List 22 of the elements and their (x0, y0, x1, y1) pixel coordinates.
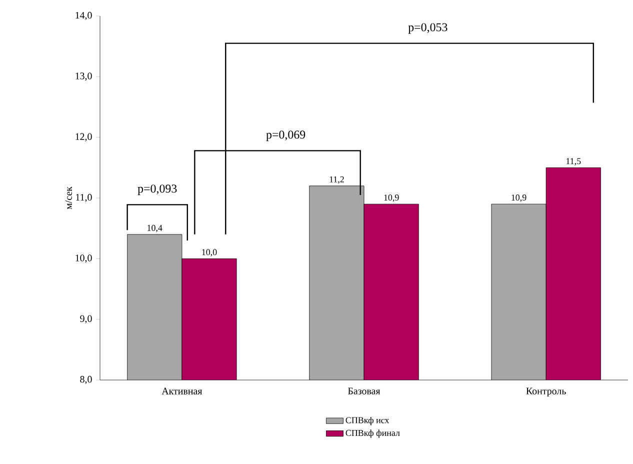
y-tick-label: 12,0 (76, 133, 92, 142)
data-label: 10,4 (148, 224, 162, 232)
y-tick-label: 11,0 (76, 194, 92, 202)
y-tick-label: 10,0 (76, 254, 92, 263)
x-tick-label: Контроль (526, 388, 566, 396)
data-label: 10,9 (384, 194, 399, 202)
data-label: 11,5 (566, 158, 581, 166)
data-label: 10,0 (202, 249, 217, 256)
y-axis-title: м/сек (65, 186, 72, 210)
y-tick-label: 9,0 (80, 315, 92, 324)
y-tick-label: 14,0 (76, 12, 92, 20)
y-tick-label: 8,0 (80, 376, 92, 384)
data-label: 10,9 (512, 194, 526, 202)
annotation: p=0,069 (266, 130, 306, 142)
annotation: p=0,093 (138, 184, 177, 196)
y-tick-label: 13,0 (76, 72, 92, 81)
x-tick-label: Активная (162, 388, 202, 394)
legend-label: СПВкф финал (346, 430, 400, 438)
data-label: 11,2 (330, 176, 344, 184)
x-tick-label: Базовая (348, 388, 380, 394)
annotation: p=0,053 (408, 23, 448, 34)
legend-label: СПВкф исх (346, 416, 390, 426)
